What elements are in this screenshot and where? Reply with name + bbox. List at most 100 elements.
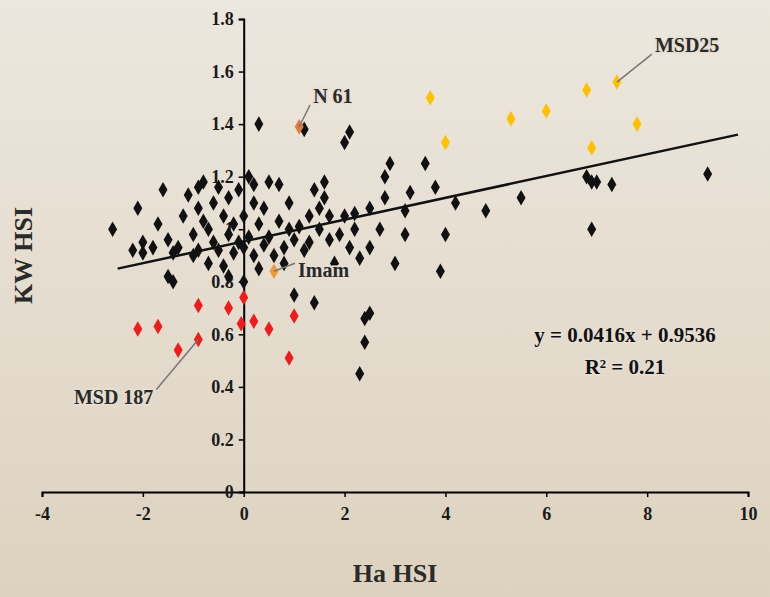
x-tick-label: -4 xyxy=(35,504,50,524)
point xyxy=(194,298,203,314)
point xyxy=(421,156,430,172)
y-tick-label: 1.2 xyxy=(211,167,234,187)
y-tick-label: 1.8 xyxy=(211,9,234,29)
point xyxy=(703,166,712,182)
x-tick-label: 8 xyxy=(643,504,652,524)
y-tick-mark xyxy=(239,176,244,178)
point xyxy=(249,177,258,193)
point xyxy=(441,135,450,151)
point xyxy=(214,179,223,195)
point xyxy=(204,256,213,272)
x-tick-label: 6 xyxy=(542,504,551,524)
point xyxy=(224,269,233,285)
x-axis-line xyxy=(43,493,749,498)
x-tick-label: -2 xyxy=(136,504,151,524)
point xyxy=(401,227,410,243)
point xyxy=(133,200,142,216)
point xyxy=(209,195,218,211)
point xyxy=(426,90,435,106)
y-tick-label: 1.6 xyxy=(211,62,234,82)
point xyxy=(189,227,198,243)
point xyxy=(280,240,289,256)
point xyxy=(385,156,394,172)
x-tick-mark xyxy=(546,492,548,497)
y-tick-mark xyxy=(239,387,244,389)
equation-label: y = 0.0416x + 0.9536 xyxy=(534,323,715,347)
point xyxy=(259,200,268,216)
point xyxy=(204,221,213,237)
point xyxy=(290,308,299,324)
point xyxy=(269,248,278,264)
x-tick: 10 xyxy=(740,492,758,524)
point xyxy=(275,177,284,193)
x-tick-mark xyxy=(647,492,649,497)
y-tick: 0.6 xyxy=(211,325,244,345)
point xyxy=(355,250,364,266)
point xyxy=(582,82,591,98)
point xyxy=(229,245,238,261)
point xyxy=(184,187,193,203)
x-tick-label: 0 xyxy=(240,504,249,524)
x-tick-mark xyxy=(748,492,750,497)
point xyxy=(335,227,344,243)
point xyxy=(285,350,294,366)
point xyxy=(340,135,349,151)
point xyxy=(325,232,334,248)
point xyxy=(310,295,319,311)
x-tick-label: 10 xyxy=(740,504,758,524)
annotation-label: MSD 187 xyxy=(74,386,153,408)
y-tick-mark xyxy=(239,124,244,126)
point xyxy=(224,227,233,243)
leader-line xyxy=(617,54,652,82)
annotation-label: Imam xyxy=(298,259,349,281)
point xyxy=(345,124,354,140)
point xyxy=(431,179,440,195)
point xyxy=(239,274,248,290)
y-tick: 1.6 xyxy=(211,62,244,82)
point xyxy=(194,200,203,216)
x-tick: 4 xyxy=(441,492,450,524)
point xyxy=(224,190,233,206)
point xyxy=(517,190,526,206)
y-tick-mark xyxy=(239,334,244,336)
leader-line xyxy=(156,340,198,390)
point xyxy=(108,221,117,237)
y-tick-mark xyxy=(239,71,244,73)
point xyxy=(164,232,173,248)
point xyxy=(365,306,374,322)
x-tick: -4 xyxy=(35,492,50,524)
point xyxy=(219,258,228,274)
point xyxy=(305,208,314,224)
x-tick: -2 xyxy=(136,492,151,524)
point xyxy=(607,177,616,193)
point xyxy=(199,174,208,190)
point xyxy=(345,240,354,256)
point xyxy=(133,321,142,337)
point xyxy=(355,366,364,382)
annotation-label: N 61 xyxy=(313,85,352,107)
point xyxy=(219,208,228,224)
point xyxy=(214,242,223,258)
point xyxy=(229,216,238,232)
x-tick-label: 4 xyxy=(441,504,450,524)
chart: -4-2024681000.20.40.60.811.21.41.61.8Ha … xyxy=(0,0,770,597)
point xyxy=(587,221,596,237)
point xyxy=(254,116,263,132)
point xyxy=(224,300,233,316)
x-tick: 0 xyxy=(240,492,249,524)
point xyxy=(380,169,389,185)
x-tick-label: 2 xyxy=(341,504,350,524)
point xyxy=(234,182,243,198)
point xyxy=(305,235,314,251)
point xyxy=(249,313,258,329)
point xyxy=(592,174,601,190)
point xyxy=(542,103,551,119)
point xyxy=(254,261,263,277)
y-tick: 0.2 xyxy=(211,430,244,450)
point xyxy=(290,287,299,303)
leader-line xyxy=(299,105,310,127)
point xyxy=(159,182,168,198)
y-tick-mark xyxy=(239,492,244,494)
y-tick-mark xyxy=(239,19,244,21)
annotations: MSD25N 61ImamMSD 187y = 0.0416x + 0.9536… xyxy=(74,34,719,408)
